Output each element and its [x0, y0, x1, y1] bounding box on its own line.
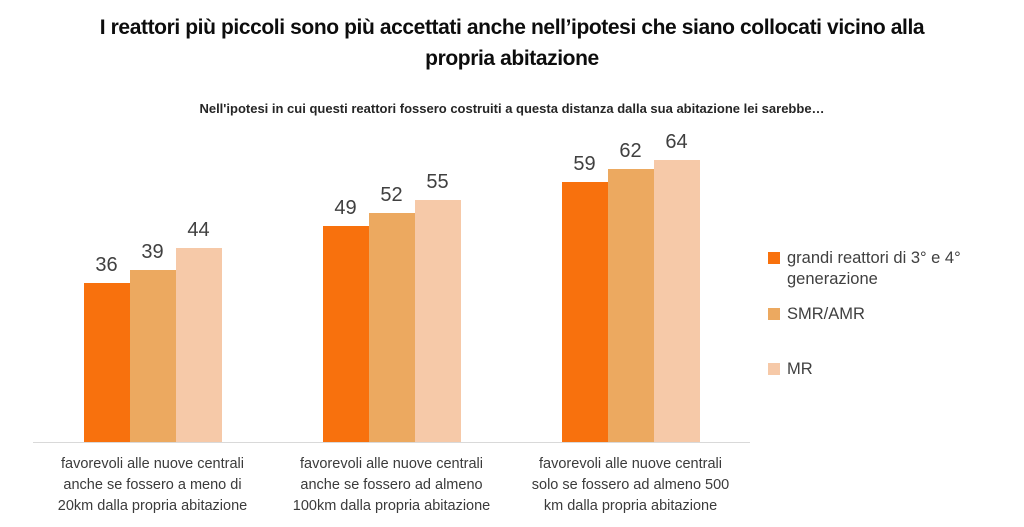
bar-cell-s1-c2: 62	[607, 130, 654, 442]
legend-swatch-icon	[768, 308, 780, 320]
bar-series2-cat2	[653, 159, 700, 442]
legend-label-1: SMR/AMR	[787, 305, 865, 323]
bar-group-1: 49 52 55	[272, 130, 511, 442]
category-axis: favorevoli alle nuove centrali anche se …	[33, 454, 750, 517]
legend: grandi reattori di 3° e 4° generazione SM…	[768, 248, 1004, 380]
category-label-2: favorevoli alle nuove centrali solo se f…	[531, 456, 730, 514]
chart-title: I reattori più piccoli sono più accettat…	[99, 16, 925, 70]
bar-value-label: 36	[95, 254, 118, 277]
bar-value-label: 55	[426, 170, 449, 193]
bar-series1-cat2	[607, 168, 654, 442]
bar-series0-cat2	[561, 181, 608, 442]
bar-cell-s0-c1: 49	[322, 130, 369, 442]
bar-cell-s2-c2: 64	[653, 130, 700, 442]
chart-subtitle: Nell'ipotesi in cui questi reattori foss…	[199, 101, 825, 116]
bar-series0-cat0	[83, 283, 130, 442]
category-label-0: favorevoli alle nuove centrali anche se …	[57, 456, 248, 514]
bar-series2-cat1	[414, 199, 461, 442]
bar-value-label: 39	[141, 241, 164, 264]
legend-entry-2: MR	[768, 359, 1004, 380]
bar-value-label: 44	[187, 219, 210, 242]
bar-value-label: 59	[573, 152, 596, 175]
legend-entry-1: SMR/AMR	[768, 304, 1004, 325]
bar-cell-s0-c0: 36	[83, 130, 130, 442]
bar-cell-s2-c1: 55	[414, 130, 461, 442]
bar-series1-cat0	[129, 270, 176, 442]
bar-value-label: 49	[334, 197, 357, 219]
bar-cell-s0-c2: 59	[561, 130, 608, 442]
bar-cell-s2-c0: 44	[175, 130, 222, 442]
legend-swatch-icon	[768, 252, 780, 264]
bar-group-2: 59 62 64	[511, 130, 750, 442]
bar-cell-s1-c0: 39	[129, 130, 176, 442]
category-label-1: favorevoli alle nuove centrali anche se …	[292, 456, 491, 514]
bar-value-label: 62	[619, 139, 642, 162]
bar-group-0: 36 39 44	[33, 130, 272, 442]
bar-value-label: 52	[380, 183, 403, 206]
bar-series2-cat0	[175, 248, 222, 442]
plot-area: 36 39 44 49 52 55 59 62 64	[33, 130, 750, 443]
bar-series0-cat1	[322, 226, 369, 442]
legend-entry-0: grandi reattori di 3° e 4° generazione	[768, 248, 1004, 290]
legend-label-2: MR	[787, 360, 813, 378]
bar-cell-s1-c1: 52	[368, 130, 415, 442]
bar-series1-cat1	[368, 212, 415, 442]
legend-swatch-icon	[768, 363, 780, 375]
bar-value-label: 64	[665, 130, 688, 153]
legend-label-0: grandi reattori di 3° e 4° generazione	[787, 249, 961, 288]
